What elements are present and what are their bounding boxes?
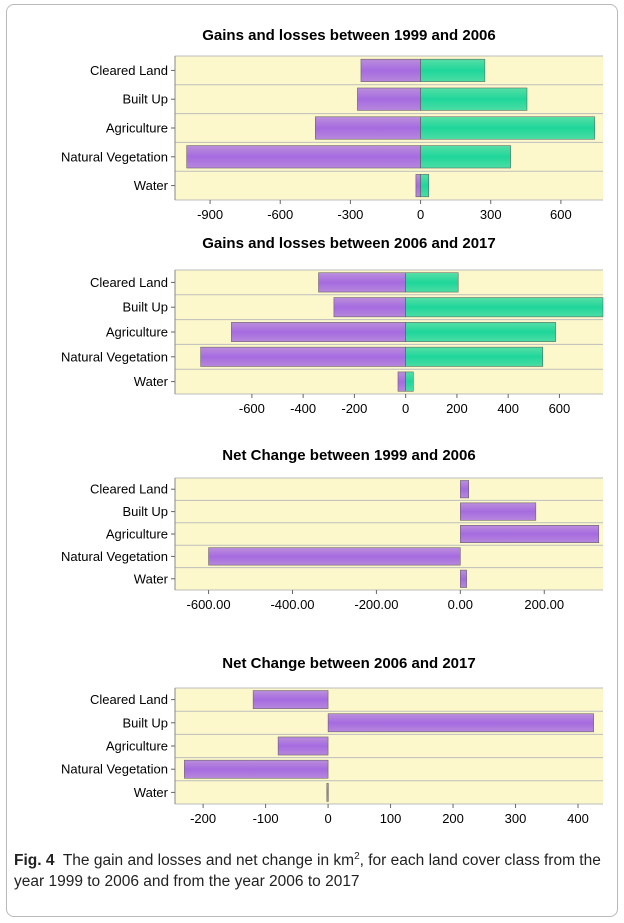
bar-built-up-loss bbox=[357, 88, 420, 110]
bar-water-gain bbox=[421, 174, 429, 196]
x-tick-label: -600 bbox=[239, 401, 265, 416]
chart-1-svg: Gains and losses between 1999 and 2006 Cl… bbox=[0, 22, 624, 232]
x-tick-label: 200 bbox=[446, 401, 468, 416]
bar-built-up-net bbox=[328, 714, 594, 732]
category-label-natural-vegetation: Natural Vegetation bbox=[61, 549, 168, 564]
bar-agriculture-gain bbox=[406, 322, 556, 341]
category-label-cleared-land: Cleared Land bbox=[90, 482, 168, 497]
bar-water-loss bbox=[416, 174, 421, 196]
x-tick-label: 300 bbox=[480, 207, 502, 222]
bar-water-loss bbox=[398, 372, 406, 391]
category-label-water: Water bbox=[134, 374, 169, 389]
category-label-natural-vegetation: Natural Vegetation bbox=[61, 349, 168, 364]
x-tick-label: -300 bbox=[337, 207, 363, 222]
bar-natural-vegetation-net bbox=[209, 548, 461, 565]
bar-cleared-land-gain bbox=[421, 59, 485, 81]
x-tick-label: 200 bbox=[442, 811, 464, 826]
bar-cleared-land-loss bbox=[319, 273, 406, 292]
bar-cleared-land-net bbox=[253, 691, 328, 709]
chart-panel-1: Gains and losses between 1999 and 2006 Cl… bbox=[0, 22, 624, 232]
bar-built-up-net bbox=[460, 503, 536, 520]
x-tick-label: 600 bbox=[549, 401, 571, 416]
x-tick-label: 0 bbox=[417, 207, 424, 222]
bar-agriculture-net bbox=[460, 525, 598, 542]
chart-2-svg: Gains and losses between 2006 and 2017 Cl… bbox=[0, 230, 624, 435]
x-tick-label: -100 bbox=[253, 811, 279, 826]
bar-agriculture-net bbox=[278, 737, 328, 755]
plot-background bbox=[175, 688, 603, 804]
chart-title: Gains and losses between 2006 and 2017 bbox=[202, 235, 495, 252]
bar-natural-vegetation-loss bbox=[187, 146, 421, 168]
x-tick-label: 400 bbox=[497, 401, 519, 416]
chart-title: Gains and losses between 1999 and 2006 bbox=[202, 27, 495, 44]
x-tick-label: -200.00 bbox=[354, 597, 398, 612]
bar-cleared-land-loss bbox=[361, 59, 421, 81]
x-tick-label: 100 bbox=[380, 811, 402, 826]
chart-panel-4: Net Change between 2006 and 2017 Cleared … bbox=[0, 650, 624, 840]
category-label-water: Water bbox=[134, 785, 169, 800]
bar-natural-vegetation-gain bbox=[406, 347, 543, 366]
category-label-cleared-land: Cleared Land bbox=[90, 275, 168, 290]
chart-panel-2: Gains and losses between 2006 and 2017 Cl… bbox=[0, 230, 624, 435]
bar-agriculture-loss bbox=[231, 322, 405, 341]
chart-3-svg: Net Change between 1999 and 2006 Cleared … bbox=[0, 442, 624, 642]
x-tick-label: 300 bbox=[505, 811, 527, 826]
caption-label: Fig. 4 bbox=[14, 852, 54, 869]
bar-agriculture-gain bbox=[421, 117, 595, 139]
chart-title: Net Change between 1999 and 2006 bbox=[222, 447, 475, 464]
category-label-natural-vegetation: Natural Vegetation bbox=[61, 149, 168, 164]
category-label-built-up: Built Up bbox=[122, 300, 168, 315]
bar-cleared-land-gain bbox=[406, 273, 459, 292]
bar-natural-vegetation-loss bbox=[201, 347, 406, 366]
caption-text-start: The gain and losses and net change in km bbox=[63, 852, 354, 869]
x-tick-label: 0.00 bbox=[448, 597, 473, 612]
x-tick-label: -900 bbox=[197, 207, 223, 222]
bar-cleared-land-net bbox=[460, 480, 468, 497]
x-tick-label: 0 bbox=[324, 811, 331, 826]
x-tick-label: 400 bbox=[567, 811, 589, 826]
chart-title: Net Change between 2006 and 2017 bbox=[222, 655, 475, 672]
category-label-cleared-land: Cleared Land bbox=[90, 692, 168, 707]
bar-water-gain bbox=[406, 372, 414, 391]
x-tick-label: -600.00 bbox=[187, 597, 231, 612]
x-tick-label: 600 bbox=[550, 207, 572, 222]
x-tick-label: -400 bbox=[290, 401, 316, 416]
category-label-water: Water bbox=[134, 571, 169, 586]
category-label-agriculture: Agriculture bbox=[106, 739, 168, 754]
bar-water-net bbox=[327, 783, 329, 801]
x-tick-label: -400.00 bbox=[270, 597, 314, 612]
bar-built-up-gain bbox=[421, 88, 527, 110]
category-label-agriculture: Agriculture bbox=[106, 325, 168, 340]
x-tick-label: -200 bbox=[190, 811, 216, 826]
category-label-agriculture: Agriculture bbox=[106, 121, 168, 136]
x-tick-label: -600 bbox=[267, 207, 293, 222]
chart-panel-3: Net Change between 1999 and 2006 Cleared … bbox=[0, 442, 624, 642]
bar-natural-vegetation-net bbox=[184, 760, 328, 778]
x-tick-label: -200 bbox=[341, 401, 367, 416]
category-label-built-up: Built Up bbox=[122, 92, 168, 107]
bar-agriculture-loss bbox=[315, 117, 420, 139]
category-label-built-up: Built Up bbox=[122, 715, 168, 730]
x-tick-label: 200.00 bbox=[524, 597, 564, 612]
x-tick-label: 0 bbox=[402, 401, 409, 416]
bar-built-up-gain bbox=[406, 298, 603, 317]
category-label-built-up: Built Up bbox=[122, 504, 168, 519]
bar-built-up-loss bbox=[334, 298, 406, 317]
figure-caption: Fig. 4 The gain and losses and net chang… bbox=[14, 846, 610, 892]
category-label-water: Water bbox=[134, 178, 169, 193]
category-label-cleared-land: Cleared Land bbox=[90, 63, 168, 78]
category-label-agriculture: Agriculture bbox=[106, 527, 168, 542]
category-label-natural-vegetation: Natural Vegetation bbox=[61, 762, 168, 777]
bar-water-net bbox=[460, 570, 466, 587]
bar-natural-vegetation-gain bbox=[421, 146, 511, 168]
chart-4-svg: Net Change between 2006 and 2017 Cleared … bbox=[0, 650, 624, 840]
